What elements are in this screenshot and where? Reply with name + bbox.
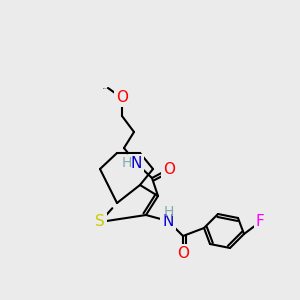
Text: O: O (163, 161, 175, 176)
Text: N: N (162, 214, 174, 229)
Text: O: O (116, 91, 128, 106)
Text: F: F (256, 214, 264, 230)
Text: methoxy: methoxy (103, 87, 109, 88)
Text: N: N (130, 155, 142, 170)
Text: O: O (177, 245, 189, 260)
Text: H: H (122, 156, 132, 170)
Text: S: S (95, 214, 105, 230)
Text: H: H (164, 205, 174, 219)
